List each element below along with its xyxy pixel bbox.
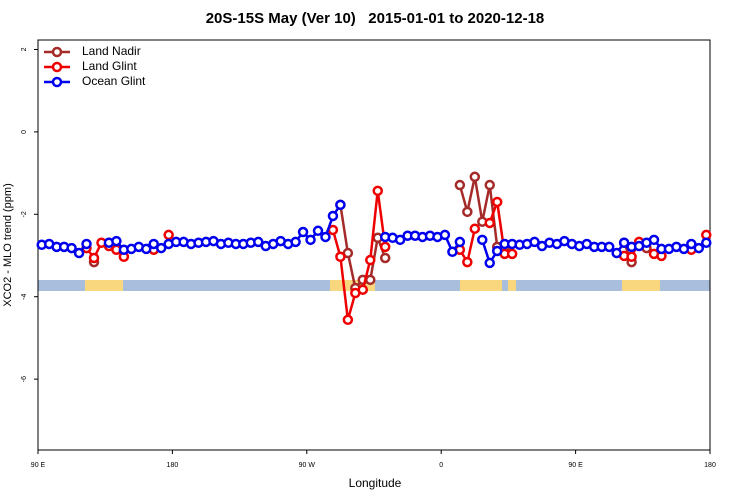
data-point (297, 226, 309, 238)
data-point (305, 234, 316, 246)
data-point (454, 236, 466, 248)
data-point (379, 241, 391, 253)
legend-label: Land Glint (82, 59, 137, 73)
data-point (335, 199, 346, 211)
x-tick-label: 180 (704, 462, 716, 469)
land-patch (508, 280, 516, 291)
legend-marker (51, 46, 63, 58)
x-tick-label: 180 (167, 462, 179, 469)
data-point (320, 231, 331, 243)
data-point (111, 235, 122, 247)
data-point (603, 241, 615, 253)
data-point (327, 210, 339, 222)
data-point (648, 234, 660, 246)
data-point (454, 179, 466, 191)
data-point (357, 284, 369, 295)
data-point (365, 254, 376, 266)
data-point (491, 245, 503, 257)
data-point (477, 234, 488, 246)
data-point (365, 274, 376, 286)
legend-label: Ocean Glint (82, 74, 146, 88)
series (88, 171, 652, 294)
data-point (678, 243, 690, 255)
data-point (439, 229, 451, 241)
data-point (484, 179, 495, 191)
x-tick-label: 90 E (31, 462, 46, 469)
data-point (66, 242, 77, 254)
data-point (484, 217, 495, 229)
data-point (491, 196, 503, 208)
land-patch (85, 280, 123, 291)
x-tick-label: 0 (439, 462, 443, 469)
data-point (73, 247, 85, 259)
data-point (469, 171, 481, 183)
legend-marker (51, 76, 63, 88)
y-tick-label: 0 (21, 130, 28, 134)
data-point (312, 225, 324, 237)
data-point (484, 257, 495, 269)
x-tick-label: 90 E (568, 462, 583, 469)
data-point (618, 237, 630, 248)
data-point (81, 238, 92, 250)
data-point (506, 248, 518, 260)
data-point (462, 206, 473, 218)
land-patch (460, 280, 502, 291)
series (36, 199, 712, 269)
data-point (342, 314, 354, 326)
data-point (290, 236, 301, 248)
data-point (141, 243, 152, 255)
data-point (529, 236, 540, 248)
data-point (447, 246, 458, 258)
y-tick-label: -6 (21, 376, 28, 382)
x-axis-label: Longitude (349, 476, 402, 490)
data-point (88, 252, 100, 264)
chart-title: 20S-15S May (Ver 10) 2015-01-01 to 2020-… (206, 10, 545, 27)
x-tick-label: 90 W (299, 462, 316, 469)
data-point (253, 236, 264, 248)
data-point (335, 251, 346, 262)
data-point (372, 185, 383, 197)
y-tick-label: -2 (21, 211, 28, 217)
legend-marker (51, 61, 63, 73)
data-point (693, 242, 705, 254)
land-patch (622, 280, 660, 291)
data-point (686, 238, 697, 250)
data-point (148, 238, 159, 250)
data-point (394, 234, 406, 246)
data-point (462, 256, 473, 268)
data-point (469, 223, 481, 234)
data-point (626, 251, 637, 262)
y-tick-label: 2 (21, 47, 28, 51)
data-point (155, 242, 167, 254)
data-point (163, 229, 174, 241)
data-point (701, 237, 712, 248)
data-point (379, 252, 391, 264)
data-point (611, 247, 622, 259)
y-tick-label: -4 (21, 293, 28, 299)
y-axis-label: XCO2 - MLO trend (ppm) (2, 183, 14, 306)
legend-label: Land Nadir (82, 44, 141, 58)
